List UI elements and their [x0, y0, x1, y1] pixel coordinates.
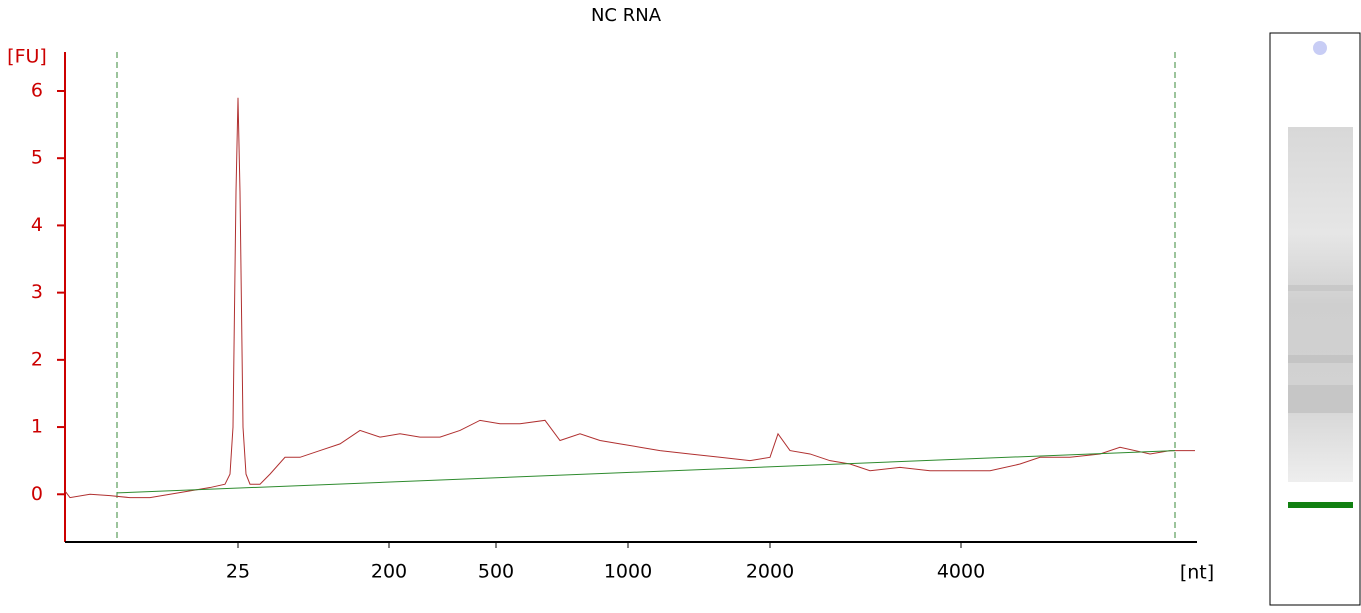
x-tick-label: 4000: [937, 561, 985, 583]
x-axis-label: [nt]: [1180, 562, 1214, 584]
y-axis-label: [FU]: [7, 46, 47, 68]
y-tick-label: 5: [31, 147, 43, 169]
chart-title: NC RNA: [591, 5, 662, 26]
y-tick-label: 1: [31, 416, 43, 438]
series-line: [116, 450, 1176, 494]
x-tick-label: 1000: [604, 561, 652, 583]
x-tick-label: 25: [226, 561, 250, 583]
y-tick-label: 2: [31, 348, 43, 370]
y-tick-label: 0: [31, 483, 43, 505]
x-tick-label: 200: [371, 561, 407, 583]
series-line: [64, 97, 1195, 499]
x-tick-label: 2000: [746, 561, 794, 583]
y-tick-label: 3: [31, 281, 43, 303]
x-tick-label: 500: [478, 561, 514, 583]
gel-lane: [1269, 32, 1361, 606]
y-tick-label: 4: [31, 214, 43, 236]
y-tick-label: 6: [31, 79, 43, 101]
